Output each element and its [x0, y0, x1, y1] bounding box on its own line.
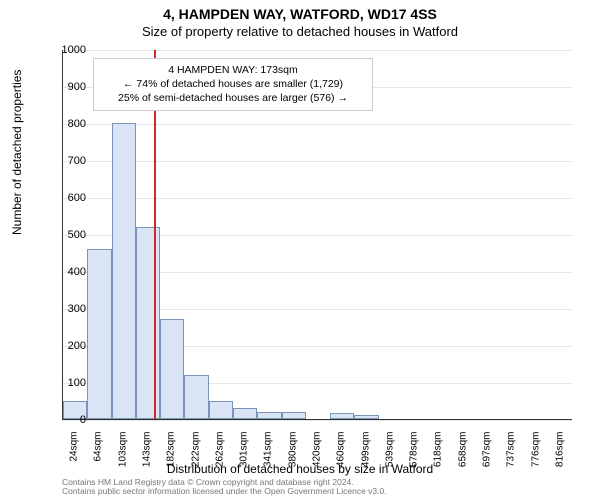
- xtick-label: 222sqm: [190, 432, 201, 492]
- histogram-bar: [354, 415, 378, 419]
- ytick-label: 1000: [46, 44, 86, 56]
- ytick-label: 300: [46, 303, 86, 315]
- xtick-label: 182sqm: [166, 432, 177, 492]
- xtick-label: 697sqm: [482, 432, 493, 492]
- ytick-label: 200: [46, 340, 86, 352]
- gridline: [63, 420, 572, 421]
- ytick-label: 800: [46, 118, 86, 130]
- histogram-bar: [282, 412, 306, 419]
- xtick-label: 262sqm: [214, 432, 225, 492]
- y-axis-label: Number of detached properties: [10, 70, 24, 235]
- histogram-bar: [257, 412, 281, 419]
- xtick-label: 301sqm: [239, 432, 250, 492]
- histogram-bar: [209, 401, 233, 420]
- ytick-label: 500: [46, 229, 86, 241]
- histogram-bar: [87, 249, 111, 419]
- histogram-bar: [160, 319, 184, 419]
- ytick-label: 900: [46, 81, 86, 93]
- xtick-label: 658sqm: [457, 432, 468, 492]
- histogram-bar: [112, 123, 136, 419]
- xtick-label: 816sqm: [554, 432, 565, 492]
- xtick-label: 499sqm: [360, 432, 371, 492]
- gridline: [63, 50, 572, 51]
- histogram-bar: [136, 227, 160, 419]
- gridline: [63, 198, 572, 199]
- xtick-label: 380sqm: [287, 432, 298, 492]
- histogram-bar: [184, 375, 208, 419]
- xtick-label: 539sqm: [384, 432, 395, 492]
- xtick-label: 341sqm: [263, 432, 274, 492]
- xtick-label: 24sqm: [69, 432, 80, 492]
- xtick-label: 578sqm: [409, 432, 420, 492]
- xtick-label: 460sqm: [336, 432, 347, 492]
- annotation-line: 25% of semi-detached houses are larger (…: [100, 91, 366, 105]
- xtick-label: 143sqm: [142, 432, 153, 492]
- xtick-label: 103sqm: [117, 432, 128, 492]
- ytick-label: 700: [46, 155, 86, 167]
- ytick-label: 600: [46, 192, 86, 204]
- annotation-line: ← 74% of detached houses are smaller (1,…: [100, 77, 366, 91]
- histogram-bar: [233, 408, 257, 419]
- xtick-label: 420sqm: [312, 432, 323, 492]
- chart-area: 4 HAMPDEN WAY: 173sqm← 74% of detached h…: [62, 50, 572, 420]
- xtick-label: 776sqm: [530, 432, 541, 492]
- ytick-label: 400: [46, 266, 86, 278]
- histogram-bar: [330, 413, 354, 419]
- plot-region: 4 HAMPDEN WAY: 173sqm← 74% of detached h…: [62, 50, 572, 420]
- xtick-label: 64sqm: [93, 432, 104, 492]
- xtick-label: 618sqm: [433, 432, 444, 492]
- ytick-label: 100: [46, 377, 86, 389]
- xtick-label: 737sqm: [506, 432, 517, 492]
- ytick-label: 0: [46, 414, 86, 426]
- annotation-line: 4 HAMPDEN WAY: 173sqm: [100, 63, 366, 77]
- title-line-2: Size of property relative to detached ho…: [0, 22, 600, 39]
- title-line-1: 4, HAMPDEN WAY, WATFORD, WD17 4SS: [0, 0, 600, 22]
- annotation-box: 4 HAMPDEN WAY: 173sqm← 74% of detached h…: [93, 58, 373, 111]
- chart-container: 4, HAMPDEN WAY, WATFORD, WD17 4SS Size o…: [0, 0, 600, 500]
- gridline: [63, 124, 572, 125]
- gridline: [63, 161, 572, 162]
